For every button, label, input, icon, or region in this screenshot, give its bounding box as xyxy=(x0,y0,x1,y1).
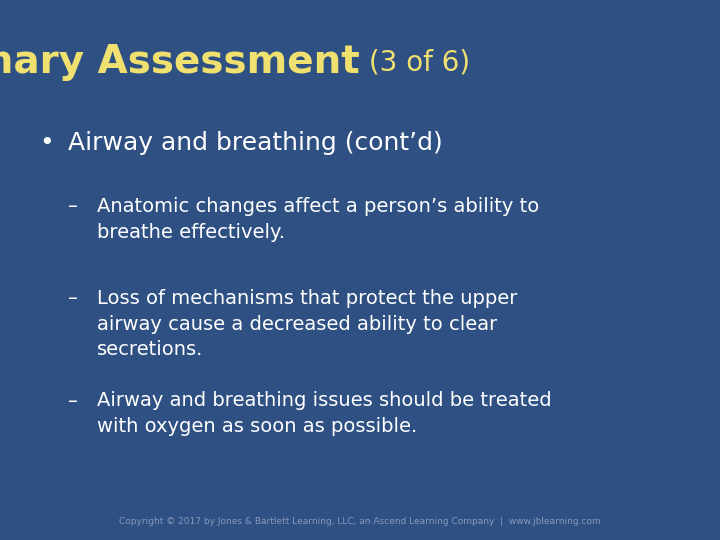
Text: Airway and breathing issues should be treated
with oxygen as soon as possible.: Airway and breathing issues should be tr… xyxy=(97,392,552,436)
Text: –: – xyxy=(68,392,78,410)
Text: Primary Assessment: Primary Assessment xyxy=(0,43,360,81)
Text: –: – xyxy=(68,289,78,308)
Text: Anatomic changes affect a person’s ability to
breathe effectively.: Anatomic changes affect a person’s abili… xyxy=(97,197,539,242)
Text: (3 of 6): (3 of 6) xyxy=(360,48,470,76)
Text: Copyright © 2017 by Jones & Bartlett Learning, LLC, an Ascend Learning Company  : Copyright © 2017 by Jones & Bartlett Lea… xyxy=(119,517,601,526)
Text: •: • xyxy=(40,131,54,155)
Text: –: – xyxy=(68,197,78,216)
Text: Airway and breathing (cont’d): Airway and breathing (cont’d) xyxy=(68,131,443,155)
Text: Loss of mechanisms that protect the upper
airway cause a decreased ability to cl: Loss of mechanisms that protect the uppe… xyxy=(97,289,518,360)
